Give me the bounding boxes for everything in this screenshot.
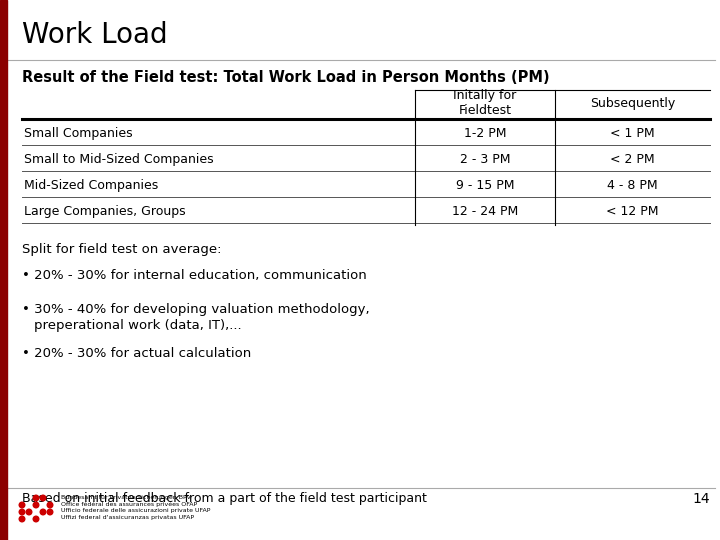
Text: 4 - 8 PM: 4 - 8 PM	[607, 179, 658, 192]
Circle shape	[48, 509, 53, 515]
Text: Split for field test on average:: Split for field test on average:	[22, 243, 222, 256]
Text: Bundesamt für Privatversicherungen BPV: Bundesamt für Privatversicherungen BPV	[61, 495, 191, 500]
Text: Uffizi federal d'assicuranzas privatas UFAP: Uffizi federal d'assicuranzas privatas U…	[61, 515, 194, 519]
Circle shape	[33, 502, 39, 508]
Text: • 20% - 30% for actual calculation: • 20% - 30% for actual calculation	[22, 347, 251, 360]
Circle shape	[48, 502, 53, 508]
Text: preperational work (data, IT),...: preperational work (data, IT),...	[34, 319, 242, 332]
Text: • 30% - 40% for developing valuation methodology,: • 30% - 40% for developing valuation met…	[22, 303, 369, 316]
Text: 1-2 PM: 1-2 PM	[464, 127, 506, 140]
Text: Office fédéral des assurances privées OFAP: Office fédéral des assurances privées OF…	[61, 502, 197, 507]
Text: 9 - 15 PM: 9 - 15 PM	[456, 179, 514, 192]
Text: Small Companies: Small Companies	[24, 127, 132, 140]
Text: < 12 PM: < 12 PM	[606, 205, 659, 218]
Text: Ufficio federale delle assicurazioni private UFAP: Ufficio federale delle assicurazioni pri…	[61, 508, 210, 513]
Circle shape	[19, 502, 24, 508]
Bar	[0, 0, 7, 540]
Circle shape	[19, 516, 24, 522]
Text: 2 - 3 PM: 2 - 3 PM	[460, 153, 510, 166]
Circle shape	[33, 516, 39, 522]
Circle shape	[19, 509, 24, 515]
Text: • 20% - 30% for internal education, communication: • 20% - 30% for internal education, comm…	[22, 269, 366, 282]
Circle shape	[40, 495, 46, 501]
Circle shape	[33, 495, 39, 501]
Text: Small to Mid-Sized Companies: Small to Mid-Sized Companies	[24, 153, 214, 166]
Text: 12 - 24 PM: 12 - 24 PM	[452, 205, 518, 218]
Circle shape	[40, 509, 46, 515]
Text: Subsequently: Subsequently	[590, 97, 675, 110]
Text: Large Companies, Groups: Large Companies, Groups	[24, 205, 186, 218]
Text: Based on initial feedback from a part of the field test participant: Based on initial feedback from a part of…	[22, 492, 427, 505]
Text: Result of the Field test: Total Work Load in Person Months (PM): Result of the Field test: Total Work Loa…	[22, 70, 549, 84]
Text: < 2 PM: < 2 PM	[610, 153, 654, 166]
Text: Mid-Sized Companies: Mid-Sized Companies	[24, 179, 158, 192]
Text: Work Load: Work Load	[22, 21, 168, 49]
Text: 14: 14	[693, 492, 710, 506]
Text: Initally for
Fieldtest: Initally for Fieldtest	[454, 89, 517, 118]
Text: < 1 PM: < 1 PM	[610, 127, 654, 140]
Circle shape	[26, 509, 32, 515]
